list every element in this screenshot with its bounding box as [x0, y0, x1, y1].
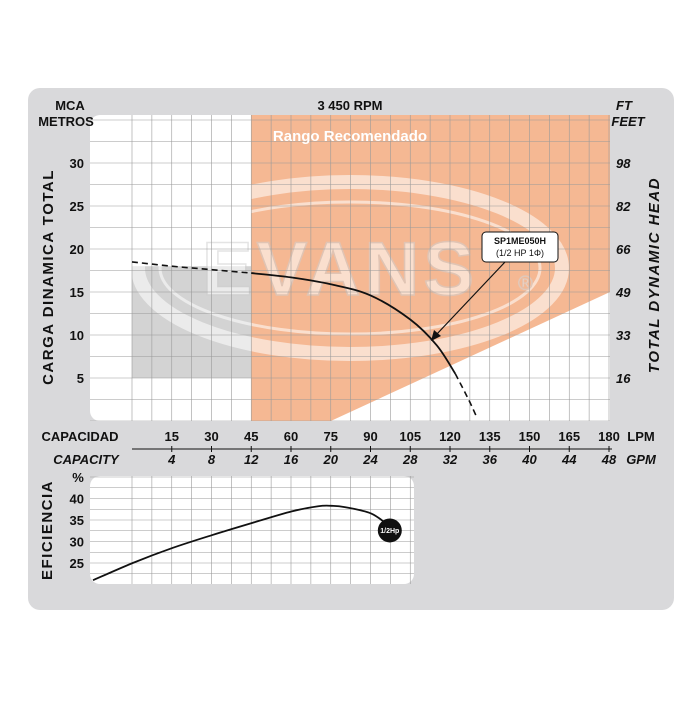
- efficiency-tick-label: 40: [70, 492, 84, 507]
- evans-logo-watermark: EVANS ®: [131, 175, 569, 361]
- x-tick-label-secondary: 28: [402, 452, 418, 467]
- model-sub-label: (1/2 HP 1Φ): [496, 248, 544, 258]
- x-tick-label-secondary: 40: [521, 452, 537, 467]
- x-tick-label-secondary: 20: [323, 452, 339, 467]
- efficiency-tick-labels: 25 30 35 40: [70, 492, 84, 572]
- head-grid: [90, 115, 610, 421]
- y-axis-title: CARGA DINAMICA TOTAL: [40, 169, 57, 385]
- x-tick-label: 45: [244, 429, 258, 444]
- x-tick-label-secondary: 4: [167, 452, 176, 467]
- efficiency-unit: %: [72, 470, 84, 485]
- x-tick-label: 75: [324, 429, 338, 444]
- x-tick-label-secondary: 24: [362, 452, 378, 467]
- x-tick-labels: 15 30 45 60 75 90 105 120 135 150 165 180: [165, 429, 620, 452]
- x-tick-label: 60: [284, 429, 298, 444]
- x-axis-title: CAPACIDAD: [41, 429, 118, 444]
- x-tick-label: 165: [558, 429, 580, 444]
- efficiency-marker-label: 1/2Hp: [380, 528, 399, 535]
- x-tick-label: 90: [363, 429, 377, 444]
- y-tick-label-secondary: 98: [616, 156, 631, 171]
- model-callout-box: [481, 231, 559, 263]
- x-tick-label-secondary: 36: [483, 452, 498, 467]
- efficiency-marker-dot: [377, 518, 402, 543]
- y-axis-title-secondary: TOTAL DYNAMIC HEAD: [646, 177, 663, 373]
- x-tick-label-secondary: 12: [244, 452, 259, 467]
- x-tick-label-secondary: 44: [561, 452, 577, 467]
- rpm-label: 3 450 RPM: [317, 98, 382, 113]
- efficiency-marker: 1/2Hp: [377, 518, 402, 543]
- y-tick-label-secondary: 82: [616, 199, 631, 214]
- head-curve-dashed-left: [131, 261, 252, 274]
- x-tick-labels-secondary: 4 8 12 16 20 24 28 32 36 40 44 48: [167, 452, 617, 467]
- x-unit-label-secondary: GPM: [626, 452, 657, 467]
- y-tick-label: 20: [70, 242, 84, 257]
- efficiency-curve: [92, 504, 391, 582]
- logo-text: EVANS: [202, 227, 478, 312]
- efficiency-tick-label: 35: [70, 513, 84, 528]
- efficiency-panel: [90, 476, 414, 584]
- y-tick-label-secondary: 33: [616, 328, 631, 343]
- x-tick-label: 120: [439, 429, 461, 444]
- y-tick-label-secondary: 49: [615, 285, 631, 300]
- y-tick-labels-secondary: 16 33 49 66 82 98: [615, 156, 631, 386]
- left-unit-top: MCA: [55, 98, 85, 113]
- right-unit-bottom: FEET: [611, 114, 645, 129]
- y-tick-label: 5: [77, 371, 84, 386]
- model-callout: SP1ME050H (1/2 HP 1Φ): [431, 231, 559, 341]
- head-curve-dashed-right: [454, 373, 478, 418]
- efficiency-plot-area: [90, 476, 414, 584]
- y-tick-label: 15: [70, 285, 84, 300]
- x-tick-label-secondary: 48: [601, 452, 617, 467]
- head-plot-area: EVANS ®: [90, 115, 610, 421]
- x-tick-label: 105: [399, 429, 421, 444]
- x-tick-label: 150: [519, 429, 541, 444]
- y-tick-label: 25: [70, 199, 84, 214]
- x-tick-label-secondary: 8: [208, 452, 216, 467]
- x-tick-label-secondary: 32: [443, 452, 458, 467]
- x-tick-label: 135: [479, 429, 501, 444]
- callout-arrowhead-icon: [431, 330, 441, 341]
- x-unit-label: LPM: [627, 429, 654, 444]
- efficiency-axis-title: EFICIENCIA: [39, 480, 56, 580]
- y-tick-label-secondary: 66: [616, 242, 631, 257]
- x-tick-label: 30: [204, 429, 218, 444]
- recommended-range-label: Rango Recomendado: [273, 128, 427, 145]
- model-label: SP1ME050H: [494, 236, 546, 246]
- y-tick-label-secondary: 16: [616, 371, 631, 386]
- x-axis-title-secondary: CAPACITY: [53, 452, 120, 467]
- y-tick-label: 30: [70, 156, 84, 171]
- y-tick-label: 10: [70, 328, 84, 343]
- efficiency-tick-label: 30: [70, 535, 84, 550]
- callout-arrow-line: [435, 261, 506, 336]
- x-tick-label: 180: [598, 429, 620, 444]
- right-unit-top: FT: [616, 98, 633, 113]
- left-unit-bottom: METROS: [38, 114, 94, 129]
- x-tick-label: 15: [165, 429, 179, 444]
- x-tick-label-secondary: 16: [284, 452, 299, 467]
- y-tick-labels: 5 10 15 20 25 30: [70, 156, 84, 386]
- efficiency-tick-label: 25: [70, 556, 84, 571]
- head-curve: [251, 272, 457, 375]
